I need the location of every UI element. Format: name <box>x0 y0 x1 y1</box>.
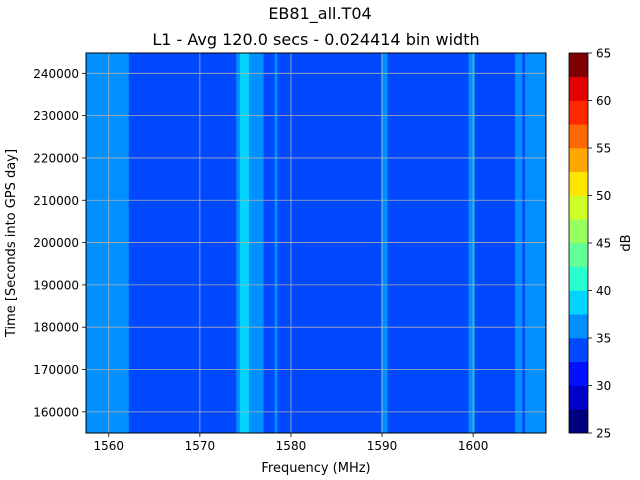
heatmap-plot-area <box>85 52 547 434</box>
y-tick-label: 180000 <box>33 321 79 335</box>
plot-frame <box>85 52 547 434</box>
colorbar-swatch-6 <box>569 290 588 315</box>
heatmap-band-5 <box>381 53 388 433</box>
x-axis: 1560 1570 1580 1590 1600 <box>93 433 488 453</box>
y-tick-label: 170000 <box>33 363 79 377</box>
colorbar-tick-label: 35 <box>596 332 611 346</box>
colorbar-swatch-14 <box>569 100 588 125</box>
colorbar-swatch-11 <box>569 171 588 196</box>
y-tick-label: 190000 <box>33 278 79 292</box>
heatmap-band-3 <box>239 53 250 433</box>
y-tick-label: 230000 <box>33 109 79 123</box>
colorbar-tick-label: 55 <box>596 142 611 156</box>
colorbar-swatch-16 <box>569 53 588 78</box>
y-tick-label: 160000 <box>33 405 79 419</box>
heatmap-band-1 <box>86 53 129 433</box>
colorbar-swatch-1 <box>569 409 588 434</box>
y-tick-label: 240000 <box>33 67 79 81</box>
y-tick-label: 210000 <box>33 194 79 208</box>
heatmap-cells <box>86 53 546 433</box>
colorbar-tick-label: 50 <box>596 189 611 203</box>
colorbar-tick-label: 30 <box>596 379 611 393</box>
colorbar-swatch-13 <box>569 124 588 149</box>
colorbar-swatch-15 <box>569 76 588 101</box>
colorbar-tick-label: 60 <box>596 94 611 108</box>
x-tick-label: 1560 <box>93 439 124 453</box>
colorbar-tick-label: 25 <box>596 427 611 441</box>
colorbar-swatch-5 <box>569 314 588 339</box>
colorbar-swatch-3 <box>569 361 588 386</box>
heatmap-band-4 <box>274 53 278 433</box>
x-tick-label: 1600 <box>458 439 489 453</box>
y-axis-label: Time [Seconds into GPS day] <box>4 149 19 338</box>
colorbar-tick-label: 40 <box>596 284 611 298</box>
x-tick-label: 1570 <box>185 439 216 453</box>
colorbar-swatch-10 <box>569 195 588 220</box>
colorbar-swatch-8 <box>569 243 588 268</box>
colorbar-swatch-7 <box>569 266 588 291</box>
colorbar-swatch-2 <box>569 385 588 410</box>
chart-subtitle: L1 - Avg 120.0 secs - 0.024414 bin width <box>152 30 479 49</box>
heatmap-band-7 <box>515 53 523 433</box>
y-tick-label: 220000 <box>33 151 79 165</box>
heatmap-band-8 <box>525 53 546 433</box>
colorbar-tick-label: 65 <box>596 47 611 61</box>
colorbar-label: dB <box>619 234 634 251</box>
x-tick-label: 1590 <box>367 439 398 453</box>
y-tick-label: 200000 <box>33 236 79 250</box>
colorbar-swatch-9 <box>569 219 588 244</box>
y-axis: 160000 170000 180000 190000 200000 210000 2200… <box>33 67 86 419</box>
heatmap-background-cell <box>86 53 546 433</box>
colorbar-swatch-4 <box>569 338 588 363</box>
grid-lines <box>86 53 546 433</box>
colorbar-tick-label: 45 <box>596 237 611 251</box>
x-axis-label: Frequency (MHz) <box>261 461 370 476</box>
chart-title: EB81_all.T04 <box>268 4 371 24</box>
colorbar-swatch-12 <box>569 148 588 173</box>
colorbar: 25 30 35 40 45 50 55 60 65 <box>568 47 611 441</box>
heatmap-band-6 <box>468 53 475 433</box>
x-tick-label: 1580 <box>276 439 307 453</box>
